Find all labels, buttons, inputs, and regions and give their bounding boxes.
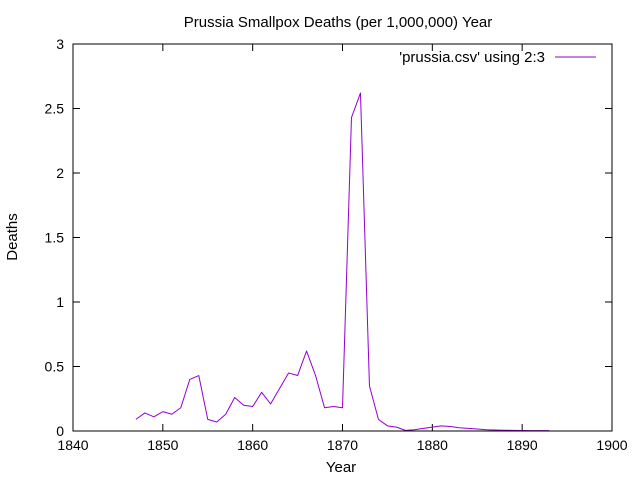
x-tick-label: 1900 — [596, 437, 627, 453]
x-tick-label: 1860 — [237, 437, 268, 453]
y-tick-label: 2 — [56, 165, 64, 181]
y-tick-label: 2.5 — [45, 101, 65, 117]
y-tick-label: 1 — [56, 294, 64, 310]
plot-frame — [72, 43, 613, 432]
y-axis-title: Deaths — [4, 213, 21, 261]
series-line — [135, 92, 550, 432]
y-tick-label: 0 — [56, 423, 64, 439]
legend-label: 'prussia.csv' using 2:3 — [399, 49, 545, 66]
y-tick-label: 0.5 — [45, 359, 65, 375]
y-tick-label: 3 — [56, 36, 64, 52]
x-axis-title: Year — [326, 459, 356, 476]
plot-series — [135, 92, 550, 432]
x-tick-label: 1870 — [327, 437, 358, 453]
x-tick-label: 1890 — [507, 437, 538, 453]
x-tick-label: 1840 — [57, 437, 88, 453]
legend: 'prussia.csv' using 2:3 — [399, 49, 596, 66]
x-tick-label: 1880 — [417, 437, 448, 453]
y-tick-label: 1.5 — [45, 230, 65, 246]
chart-title: Prussia Smallpox Deaths (per 1,000,000) … — [184, 14, 493, 31]
x-tick-label: 1850 — [147, 437, 178, 453]
